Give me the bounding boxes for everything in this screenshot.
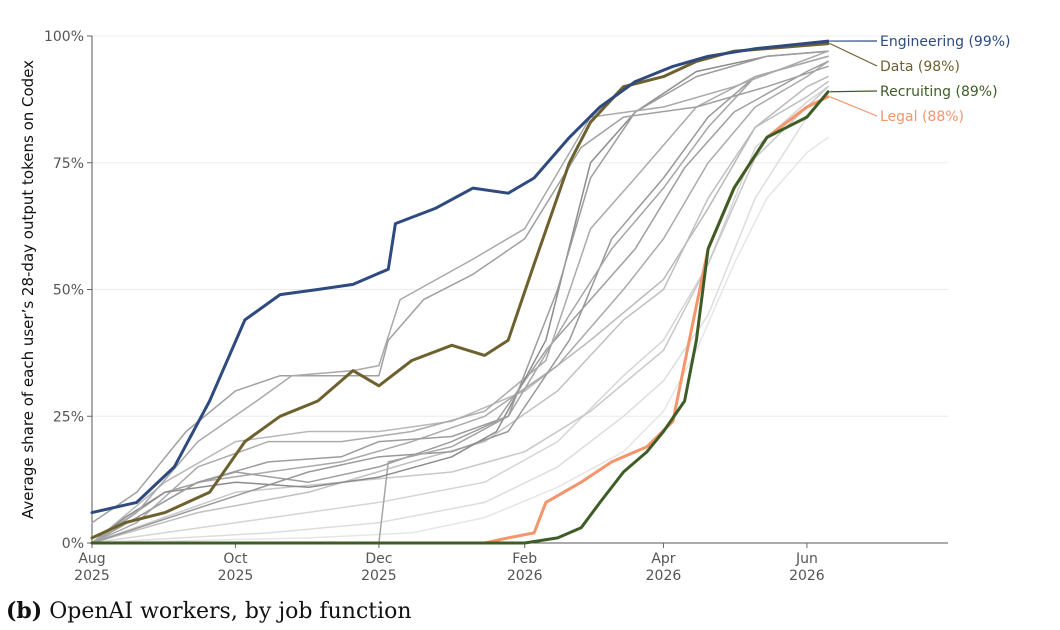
series-line-1 [91, 91, 829, 544]
x-tick-label-month: Aug [78, 551, 105, 567]
x-tick-label-year: 2026 [507, 568, 543, 584]
caption-text: OpenAI workers, by job function [49, 599, 412, 624]
x-tick-label-year: 2025 [361, 568, 397, 584]
series-line-4 [91, 80, 829, 544]
figure-caption: (b) OpenAI workers, by job function [6, 598, 412, 624]
label-leader-legal [829, 96, 878, 117]
series-line-0 [91, 136, 829, 544]
y-tick-label: 0% [62, 536, 84, 552]
x-tick-label-month: Feb [512, 551, 537, 567]
x-tick-label-month: Apr [651, 551, 675, 567]
line-chart: Average share of each user’s 28-day outp… [19, 29, 1011, 584]
series-line-12 [91, 50, 829, 544]
x-tick-label-month: Jun [795, 551, 818, 567]
series-line-11 [91, 50, 829, 544]
label-leader-recruiting [830, 90, 878, 93]
series-label-recruiting: Recruiting (89%) [880, 84, 998, 100]
series-line-13 [91, 65, 829, 524]
caption-prefix: (b) [6, 598, 43, 624]
series-line-3 [91, 85, 829, 544]
y-tick-label: 25% [53, 409, 84, 425]
x-tick-label-year: 2025 [74, 568, 110, 584]
y-tick-label: 75% [53, 156, 84, 172]
series-lines [90, 39, 830, 545]
y-axis-label: Average share of each user’s 28-day outp… [19, 60, 37, 519]
series-line-2 [91, 85, 829, 544]
x-tick-label-year: 2025 [218, 568, 254, 584]
series-line-8 [91, 55, 829, 544]
y-tick-label: 50% [53, 283, 84, 299]
x-tick-label-year: 2026 [646, 568, 682, 584]
series-labels: Engineering (99%) Data (98%) Recruiting (8… [829, 34, 1011, 125]
series-line-5 [91, 75, 829, 544]
series-line-9 [91, 55, 829, 544]
series-label-engineering: Engineering (99%) [880, 34, 1011, 50]
series-line-6 [91, 60, 829, 544]
label-leader-data [829, 43, 878, 67]
grid [92, 35, 948, 544]
series-line-recruiting [90, 90, 830, 545]
series-label-legal: Legal (88%) [880, 109, 964, 125]
series-line-legal [90, 95, 830, 545]
series-line-14 [91, 50, 829, 544]
x-tick-label-month: Dec [365, 551, 392, 567]
series-line-data [90, 42, 830, 540]
y-tick-label: 100% [44, 29, 84, 45]
series-line-engineering [90, 39, 830, 515]
x-tick-label-month: Oct [223, 551, 248, 567]
series-label-data: Data (98%) [880, 59, 960, 75]
x-tick-label-year: 2026 [789, 568, 825, 584]
axes: Average share of each user’s 28-day outp… [19, 29, 948, 584]
